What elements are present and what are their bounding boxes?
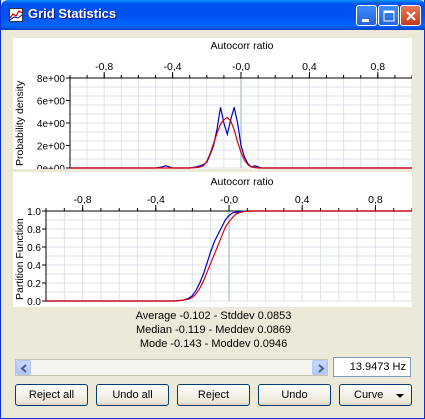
x-tick-label: 0,4 xyxy=(302,61,317,73)
x-tick-label: 0,8 xyxy=(368,194,383,206)
series-line-red xyxy=(46,210,412,302)
series-line-red xyxy=(70,116,412,169)
x-tick-label: -0,0 xyxy=(220,194,238,206)
y-tick-label: 2e+00 xyxy=(37,142,66,153)
close-button[interactable] xyxy=(400,5,421,26)
top-xlabel: Autocorr ratio xyxy=(210,40,273,52)
minimize-button[interactable] xyxy=(356,5,377,26)
bottom-ylabel: Partition Function xyxy=(14,218,26,300)
frequency-field[interactable]: 13.9473 Hz xyxy=(333,357,411,377)
stats-average-line: Average -0.102 - Stddev 0.0853 xyxy=(135,310,292,322)
y-tick-label: 8e+00 xyxy=(37,74,66,85)
window-title: Grid Statistics xyxy=(28,6,117,21)
minimize-icon xyxy=(362,19,369,22)
chevron-down-icon xyxy=(396,394,404,398)
x-tick-label: -0,8 xyxy=(74,194,92,206)
x-tick-label: -0,0 xyxy=(232,61,250,73)
maximize-icon xyxy=(383,10,395,22)
y-tick-label: 0.6 xyxy=(27,243,41,254)
partition-function-plot[interactable]: Autocorr ratio Partition Function -0,8 -0… xyxy=(13,172,412,307)
maximize-button[interactable] xyxy=(378,5,399,26)
close-icon xyxy=(406,11,416,21)
horizontal-scrollbar[interactable] xyxy=(15,359,328,376)
probability-density-plot[interactable]: Autocorr ratio Probability density -0,8 -… xyxy=(13,38,412,169)
bottom-xlabel: Autocorr ratio xyxy=(210,176,273,188)
curve-dropdown[interactable]: Curve xyxy=(339,384,412,406)
undo-all-button[interactable]: Undo all xyxy=(96,384,169,406)
x-tick-label: 0,8 xyxy=(370,61,385,73)
y-tick-label: 6e+00 xyxy=(37,97,66,108)
partition-function-chart: Autocorr ratio Partition Function -0,8 -0… xyxy=(14,176,412,307)
arrow-left-icon xyxy=(20,364,27,373)
arrow-right-icon xyxy=(318,364,325,373)
series-line-blue xyxy=(46,210,412,302)
stats-mode-line: Mode -0.143 - Moddev 0.0946 xyxy=(139,338,288,350)
y-tick-label: 0.8 xyxy=(27,225,41,236)
x-tick-label: -0,4 xyxy=(164,61,182,73)
y-tick-label: 0e+00 xyxy=(37,164,66,169)
x-tick-label: 0,4 xyxy=(295,194,310,206)
scroll-right-button[interactable] xyxy=(312,360,327,375)
curve-dropdown-label: Curve xyxy=(354,389,384,401)
y-tick-label: 0.2 xyxy=(27,279,41,290)
top-ylabel: Probability density xyxy=(14,80,26,166)
x-tick-label: -0,8 xyxy=(95,61,113,73)
reject-all-button[interactable]: Reject all xyxy=(15,384,88,406)
undo-button[interactable]: Undo xyxy=(258,384,331,406)
x-tick-label: -0,4 xyxy=(147,194,165,206)
probability-density-chart: Autocorr ratio Probability density -0,8 -… xyxy=(14,40,412,169)
stats-median-line: Median -0.119 - Meddev 0.0869 xyxy=(135,324,292,336)
reject-button[interactable]: Reject xyxy=(177,384,250,406)
scroll-left-button[interactable] xyxy=(16,360,31,375)
y-tick-label: 0.4 xyxy=(27,261,41,272)
y-tick-label: 1.0 xyxy=(27,207,41,218)
y-tick-label: 4e+00 xyxy=(37,119,66,130)
title-bar[interactable]: Grid Statistics xyxy=(1,0,425,30)
series-line-blue xyxy=(70,107,412,169)
app-icon xyxy=(9,8,23,22)
y-tick-label: 0.0 xyxy=(27,297,41,307)
